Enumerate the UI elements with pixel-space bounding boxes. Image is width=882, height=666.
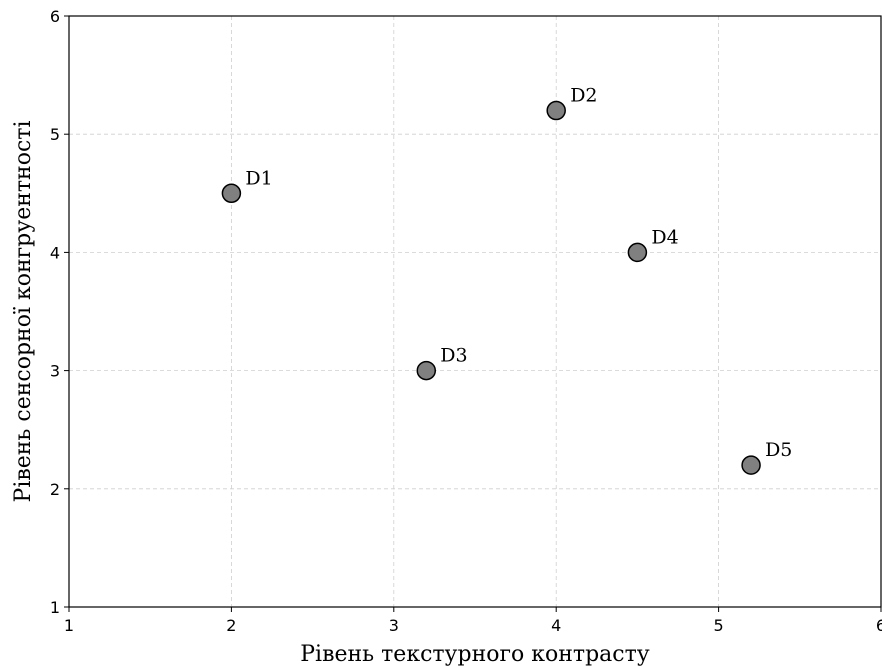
data-point-d3 bbox=[416, 360, 437, 381]
x-tick-label: 4 bbox=[551, 616, 561, 635]
x-axis-title: Рівень текстурного контрасту bbox=[300, 642, 650, 666]
point-label-d3: D3 bbox=[440, 345, 467, 367]
x-tick-label: 3 bbox=[389, 616, 399, 635]
data-point-d2 bbox=[546, 100, 566, 121]
x-tick-label: 2 bbox=[226, 616, 236, 635]
y-tick-label: 5 bbox=[50, 125, 60, 144]
point-label-d4: D4 bbox=[651, 226, 678, 248]
x-tick-label: 5 bbox=[714, 616, 724, 635]
y-tick-label: 4 bbox=[50, 243, 60, 262]
x-tick-label: 6 bbox=[876, 616, 882, 635]
data-point-d4 bbox=[627, 242, 648, 263]
y-tick-label: 1 bbox=[50, 598, 60, 617]
y-tick-label: 3 bbox=[50, 362, 60, 381]
y-tick-label: 6 bbox=[50, 7, 60, 26]
grid bbox=[69, 16, 881, 607]
data-point-d1 bbox=[221, 183, 242, 204]
plot-frame bbox=[68, 15, 882, 608]
point-label-d1: D1 bbox=[245, 167, 272, 189]
point-label-d2: D2 bbox=[570, 85, 597, 107]
axis-ticks: 1 2 3 4 5 6 1 2 3 4 5 6 bbox=[50, 7, 882, 635]
y-axis-title: Рівень сенсорної конгруентності bbox=[11, 121, 36, 503]
point-label-d5: D5 bbox=[765, 439, 792, 461]
data-point-d5 bbox=[741, 455, 761, 475]
y-tick-label: 2 bbox=[50, 480, 60, 499]
data-points: D1 D2 D3 D4 D5 bbox=[221, 85, 792, 475]
x-tick-label: 1 bbox=[64, 616, 74, 635]
